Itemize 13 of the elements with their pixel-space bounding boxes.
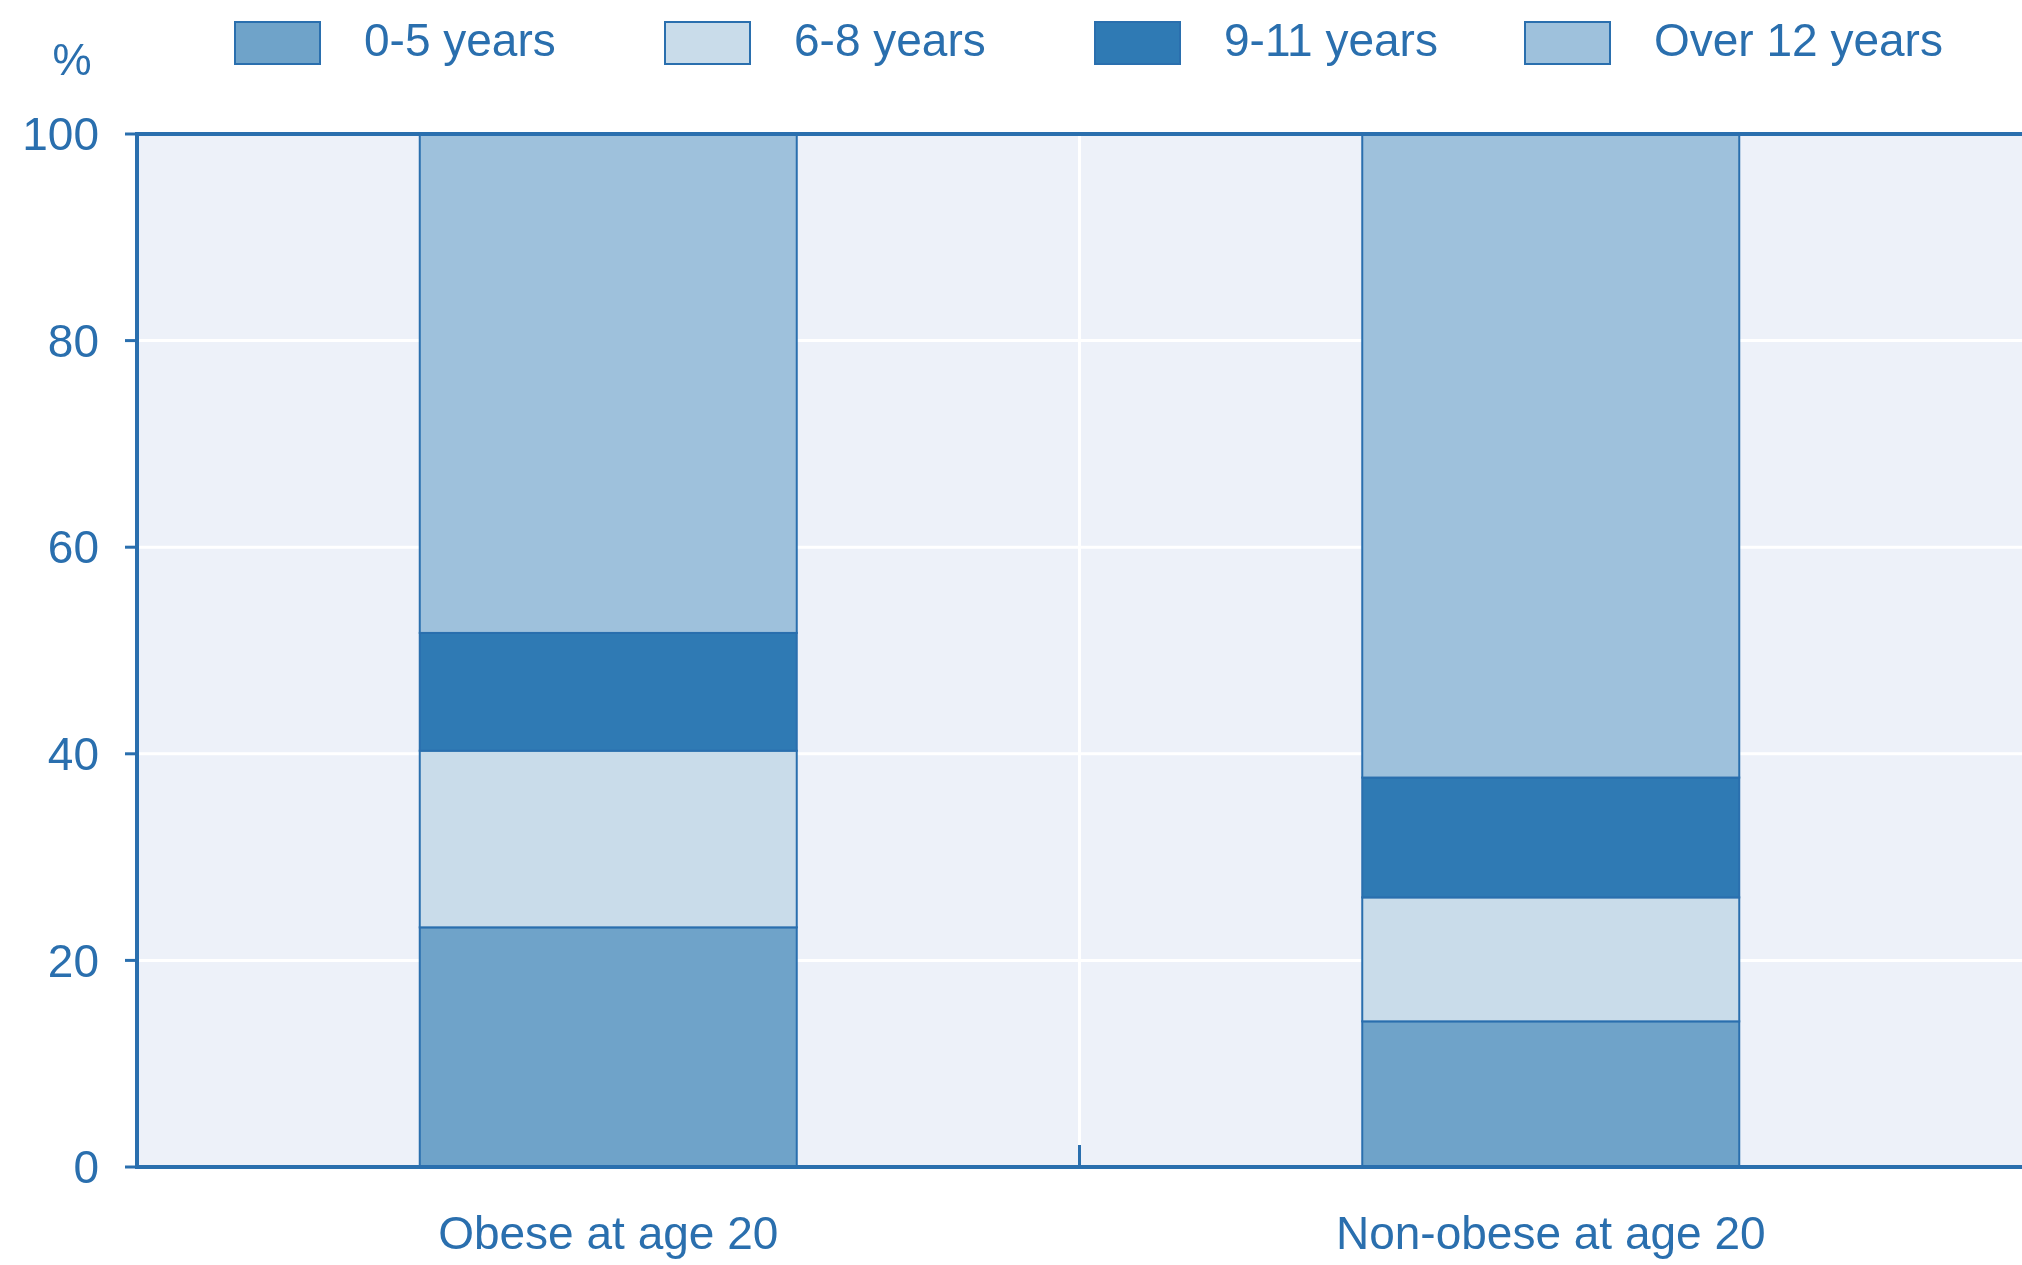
legend-label: 6-8 years: [794, 14, 986, 66]
legend-label: Over 12 years: [1654, 14, 1943, 66]
legend-label: 9-11 years: [1224, 14, 1438, 66]
y-tick-label: 0: [73, 1141, 99, 1194]
y-axis-title: %: [52, 35, 92, 84]
y-tick-label: 80: [47, 314, 99, 367]
y-tick-label: 100: [22, 108, 99, 161]
y-tick-label: 60: [47, 521, 99, 574]
y-tick-label: 20: [47, 934, 99, 987]
y-tick-label: 40: [47, 727, 99, 780]
legend-label: 0-5 years: [364, 14, 556, 66]
x-tick-label: Obese at age 20: [438, 1207, 779, 1259]
x-tick-label: Non-obese at age 20: [1335, 1207, 1766, 1259]
